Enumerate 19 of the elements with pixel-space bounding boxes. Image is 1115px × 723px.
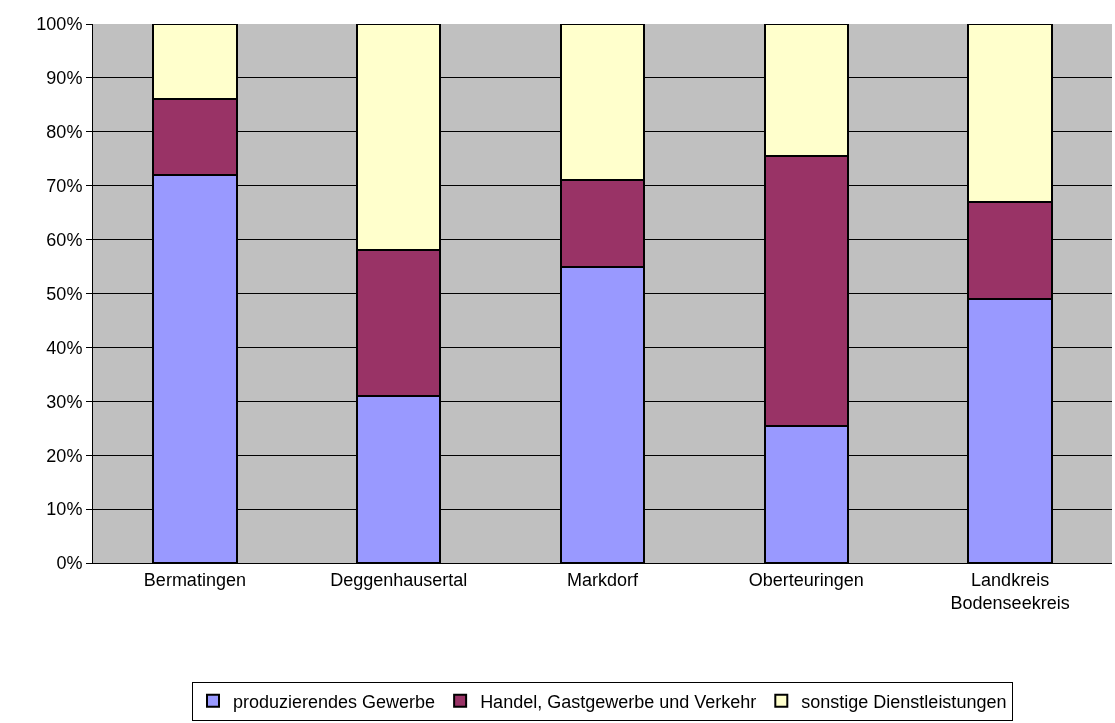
x-tick-label: Markdorf xyxy=(566,569,640,590)
legend-label: sonstige Dienstleistungen xyxy=(801,691,1007,712)
y-tick-label: 30% xyxy=(46,391,83,412)
x-tick-label: Landkreis Bodenseekreis xyxy=(950,569,1070,613)
x-tick-label: Deggenhausertal xyxy=(330,569,468,590)
y-tick-label: 0% xyxy=(56,553,83,574)
x-tick-label: Bermatingen xyxy=(143,569,246,590)
y-tick-label: 100% xyxy=(36,14,83,35)
x-tick-label: Oberteuringen xyxy=(748,569,864,590)
y-tick-label: 20% xyxy=(46,445,83,466)
y-tick-label: 70% xyxy=(46,176,83,196)
legend-label: Handel, Gastgewerbe und Verkehr xyxy=(480,691,757,712)
y-tick-label: 10% xyxy=(46,499,83,520)
y-tick-label: 40% xyxy=(46,337,83,358)
y-tick-label: 60% xyxy=(46,229,83,250)
y-tick-label: 50% xyxy=(46,283,83,304)
y-tick-label: 90% xyxy=(46,68,83,89)
y-tick-label: 80% xyxy=(46,122,83,143)
legend-label: produzierendes Gewerbe xyxy=(233,691,436,712)
